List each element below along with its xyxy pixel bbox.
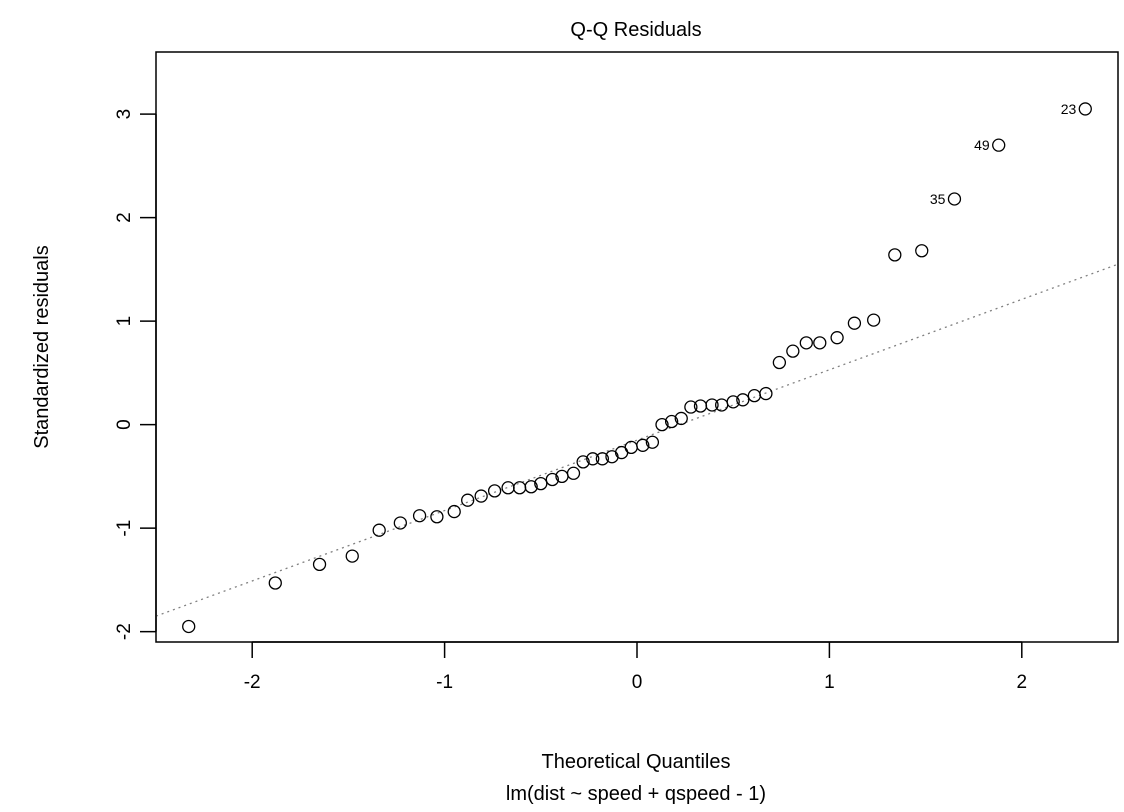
data-point xyxy=(624,440,638,455)
data-point xyxy=(501,481,515,495)
data-point xyxy=(830,331,844,345)
data-point xyxy=(461,493,475,507)
data-point xyxy=(474,489,488,503)
x-axis: -2 -1 0 1 2 xyxy=(244,641,1028,693)
chart-title: Q-Q Residuals xyxy=(570,19,701,41)
data-point xyxy=(747,388,762,403)
data-point xyxy=(888,248,902,262)
x-tick-label: 1 xyxy=(824,672,835,693)
data-point xyxy=(182,619,196,634)
data-point xyxy=(545,472,559,487)
data-point xyxy=(576,455,590,469)
x-tick-label: -1 xyxy=(436,672,453,693)
data-point xyxy=(736,393,750,407)
data-point xyxy=(947,192,962,206)
x-tick-label: 2 xyxy=(1017,672,1028,693)
y-tick-label: 0 xyxy=(114,419,135,430)
data-point xyxy=(586,452,600,466)
data-point xyxy=(847,316,862,330)
data-point xyxy=(813,336,827,350)
data-point xyxy=(534,476,548,491)
data-point xyxy=(705,398,719,412)
data-point xyxy=(372,523,386,537)
point-label: 49 xyxy=(974,137,990,153)
data-point xyxy=(655,417,669,432)
data-point xyxy=(799,336,813,350)
data-point xyxy=(345,549,359,563)
data-point xyxy=(312,557,327,572)
data-point xyxy=(664,414,679,429)
data-points: 35 49 23 xyxy=(182,101,1092,634)
y-axis-label: Standardized residuals xyxy=(31,245,53,448)
y-tick-label: -2 xyxy=(114,623,135,640)
data-point xyxy=(992,138,1006,152)
y-tick-label: 2 xyxy=(114,212,135,223)
data-point xyxy=(674,411,688,426)
y-tick-label: 1 xyxy=(114,316,135,327)
data-point xyxy=(645,435,660,449)
data-point xyxy=(447,504,461,519)
data-point xyxy=(684,400,698,414)
point-label: 35 xyxy=(930,191,946,207)
data-point xyxy=(430,510,444,524)
data-point xyxy=(268,576,282,590)
data-point xyxy=(595,452,610,466)
data-point xyxy=(1078,102,1092,116)
reference-line xyxy=(155,263,1119,617)
data-point xyxy=(412,509,427,523)
data-point xyxy=(786,344,800,358)
data-point xyxy=(524,480,538,494)
data-point xyxy=(867,313,881,327)
data-point xyxy=(393,516,407,530)
x-axis-label: Theoretical Quantiles xyxy=(542,751,731,773)
point-label: 23 xyxy=(1061,101,1077,117)
x-axis-sublabel: lm(dist ~ speed + qspeed - 1) xyxy=(506,783,766,805)
y-axis: -2 -1 0 1 2 3 xyxy=(114,109,157,640)
data-point xyxy=(772,355,787,370)
x-tick-label: 0 xyxy=(632,672,643,693)
y-tick-label: -1 xyxy=(114,520,135,537)
data-point xyxy=(636,438,650,452)
data-point xyxy=(566,466,581,480)
data-point xyxy=(915,244,929,258)
data-point xyxy=(759,386,773,401)
data-point xyxy=(726,395,740,409)
data-point xyxy=(487,484,502,498)
x-tick-label: -2 xyxy=(244,672,261,693)
data-point xyxy=(512,481,527,495)
y-tick-label: 3 xyxy=(114,109,135,120)
